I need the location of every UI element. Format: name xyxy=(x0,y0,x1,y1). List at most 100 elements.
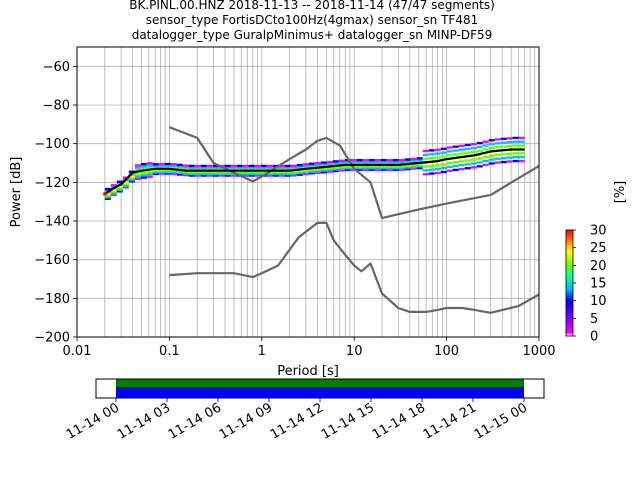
density-cell xyxy=(368,165,375,168)
density-cell xyxy=(518,159,525,163)
y-tick-label: −180 xyxy=(34,292,70,307)
density-cell xyxy=(494,138,501,141)
colorbar-tick-label: 25 xyxy=(590,241,607,256)
density-cell xyxy=(230,167,237,171)
density-cell xyxy=(206,166,213,169)
density-cell xyxy=(212,166,219,169)
density-cell xyxy=(158,170,165,174)
density-cell xyxy=(386,168,393,171)
density-cell xyxy=(518,140,525,143)
density-cell xyxy=(296,171,303,175)
density-cell xyxy=(338,162,345,166)
density-cell xyxy=(152,172,159,176)
density-cell xyxy=(500,137,507,141)
density-cell xyxy=(110,185,117,188)
density-cell xyxy=(488,154,495,157)
colorbar xyxy=(565,229,574,337)
figure-subtitle-datalogger: datalogger_type GuralpMinimus+ datalogge… xyxy=(132,28,493,42)
density-cell xyxy=(122,182,129,186)
density-cell xyxy=(356,162,363,165)
density-cell xyxy=(206,172,213,176)
density-cell xyxy=(278,164,285,168)
density-cell xyxy=(398,162,405,165)
density-cell xyxy=(134,166,141,169)
density-cell xyxy=(254,172,261,176)
density-cell xyxy=(194,171,201,174)
density-cell xyxy=(362,162,369,165)
density-cell xyxy=(416,165,423,168)
density-cell xyxy=(332,160,339,163)
density-cell xyxy=(188,167,195,171)
coverage-tick-label: 11-14 21 xyxy=(421,400,479,442)
density-cell xyxy=(218,167,225,171)
coverage-tick-label: 11-14 18 xyxy=(370,400,428,442)
coverage-tick-label: 11-15 00 xyxy=(472,400,530,442)
density-cell xyxy=(512,159,519,163)
density-cell xyxy=(140,174,147,177)
density-cell xyxy=(392,168,399,171)
density-cell xyxy=(158,166,165,169)
density-cell xyxy=(422,173,429,176)
density-cell xyxy=(500,160,507,164)
density-cell xyxy=(116,180,123,183)
density-cell xyxy=(392,166,399,170)
density-cell xyxy=(122,176,129,179)
density-cell xyxy=(326,167,333,170)
colorbar-tick-label: 15 xyxy=(590,277,607,292)
density-cell xyxy=(314,168,321,171)
density-cell xyxy=(158,172,165,175)
density-cell xyxy=(152,171,159,174)
density-cell xyxy=(518,156,525,159)
density-cell xyxy=(296,170,303,173)
density-cell xyxy=(200,164,207,168)
coverage-bar-blue xyxy=(116,387,524,398)
density-cell xyxy=(452,168,459,172)
density-cell xyxy=(392,162,399,165)
density-cell xyxy=(428,164,435,168)
density-cell xyxy=(122,184,129,187)
density-cell xyxy=(452,153,459,156)
density-cell xyxy=(164,162,171,166)
density-cell xyxy=(236,171,243,174)
plot-grid xyxy=(76,47,539,338)
density-cell xyxy=(410,167,417,170)
density-cell xyxy=(296,165,303,168)
density-cell xyxy=(110,193,117,197)
density-cell xyxy=(320,164,327,167)
density-cell xyxy=(476,149,483,153)
density-cell xyxy=(116,190,123,193)
density-cell xyxy=(314,161,321,165)
density-cell xyxy=(440,166,447,170)
density-cell xyxy=(482,148,489,151)
density-cell xyxy=(116,186,123,190)
density-cell xyxy=(182,164,189,167)
density-cell xyxy=(500,145,507,148)
density-cell xyxy=(380,162,387,165)
density-cell xyxy=(140,162,147,166)
density-cell xyxy=(506,140,513,144)
density-cell xyxy=(278,167,285,171)
density-cell xyxy=(248,167,255,171)
density-cell xyxy=(104,187,111,191)
colorbar-tick-label: 10 xyxy=(590,294,607,309)
density-cell xyxy=(200,167,207,171)
density-cell xyxy=(146,166,153,169)
density-cell xyxy=(458,164,465,167)
density-cell xyxy=(176,163,183,167)
density-cell xyxy=(308,164,315,167)
density-cell xyxy=(512,144,519,147)
density-cell xyxy=(278,171,285,174)
density-cell xyxy=(224,174,231,177)
density-cell xyxy=(242,172,249,176)
density-cell xyxy=(104,192,111,196)
density-cell xyxy=(374,166,381,170)
density-cell xyxy=(500,141,507,144)
y-tick-label: −160 xyxy=(34,253,70,268)
density-cell xyxy=(398,160,405,163)
density-cell xyxy=(434,148,441,151)
density-cell xyxy=(272,174,279,177)
density-cell xyxy=(170,171,177,174)
density-cell xyxy=(224,172,231,176)
density-cell xyxy=(356,158,363,162)
density-cell xyxy=(290,166,297,169)
